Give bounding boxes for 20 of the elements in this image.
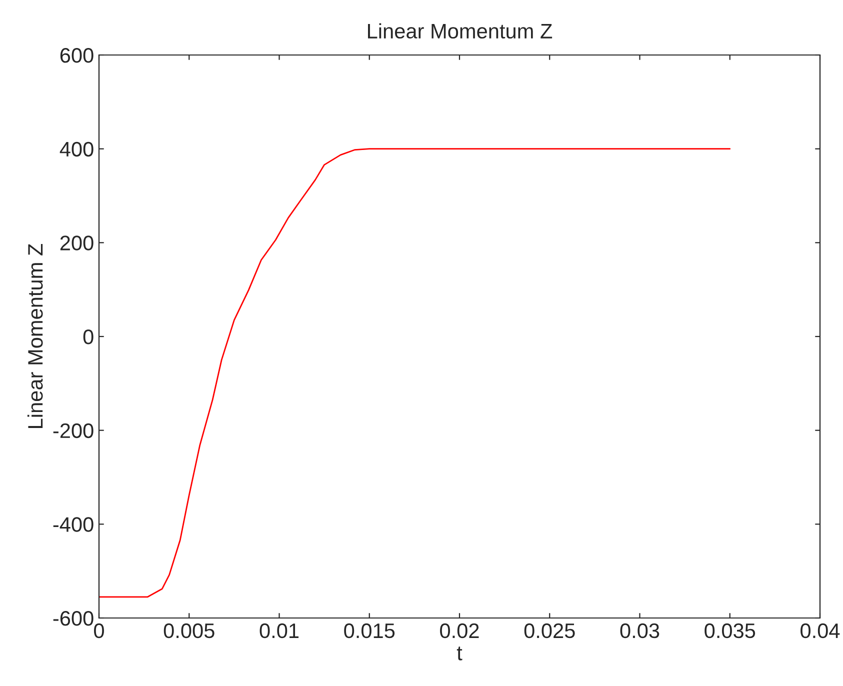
y-tick-label: 200 [60, 236, 94, 250]
y-tick-label: -200 [53, 423, 94, 438]
x-tick-label: 0.03 [620, 623, 660, 638]
x-tick-label: 0.01 [260, 623, 299, 638]
y-tick-label: 400 [60, 142, 94, 157]
x-tick-label: 0.005 [164, 623, 214, 638]
y-tick-label: 0 [83, 330, 94, 344]
chart-title: Linear Momentum Z [368, 23, 552, 39]
x-tick-label: 0 [94, 623, 104, 638]
x-tick-label: 0.035 [704, 623, 756, 638]
x-tick-label: 0.02 [440, 623, 479, 638]
x-axis-title: t [456, 646, 462, 660]
y-tick-label: -400 [53, 517, 94, 532]
y-tick-label: 600 [60, 48, 94, 63]
x-tick-label: 0.025 [524, 623, 575, 638]
x-tick-label: 0.04 [800, 623, 840, 638]
y-tick-label: -600 [53, 611, 94, 626]
line-series [99, 148, 731, 598]
x-tick-label: 0.015 [344, 623, 395, 638]
y-axis-title: Linear Momentum Z [27, 244, 43, 428]
